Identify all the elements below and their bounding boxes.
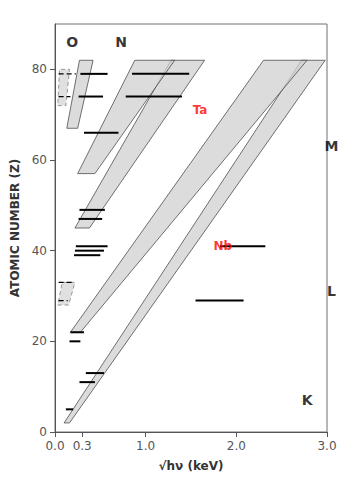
svg-text:80: 80 <box>32 62 47 76</box>
svg-text:L: L <box>327 283 336 299</box>
svg-text:0: 0 <box>39 425 47 439</box>
svg-text:40: 40 <box>32 244 47 258</box>
svg-text:√hν (keV): √hν (keV) <box>159 459 224 473</box>
svg-text:M: M <box>325 138 339 154</box>
svg-text:O: O <box>66 34 78 50</box>
svg-text:0.3: 0.3 <box>73 439 92 453</box>
svg-text:3.0: 3.0 <box>317 439 336 453</box>
svg-text:K: K <box>302 392 314 408</box>
svg-text:N: N <box>115 34 127 50</box>
svg-text:Nb: Nb <box>213 239 232 253</box>
svg-text:1.0: 1.0 <box>136 439 155 453</box>
svg-text:ATOMIC NUMBER (Z): ATOMIC NUMBER (Z) <box>8 159 22 297</box>
svg-text:2.0: 2.0 <box>227 439 246 453</box>
svg-text:60: 60 <box>32 153 47 167</box>
svg-text:0.0: 0.0 <box>45 439 64 453</box>
svg-text:Ta: Ta <box>193 103 208 117</box>
svg-text:20: 20 <box>32 334 47 348</box>
